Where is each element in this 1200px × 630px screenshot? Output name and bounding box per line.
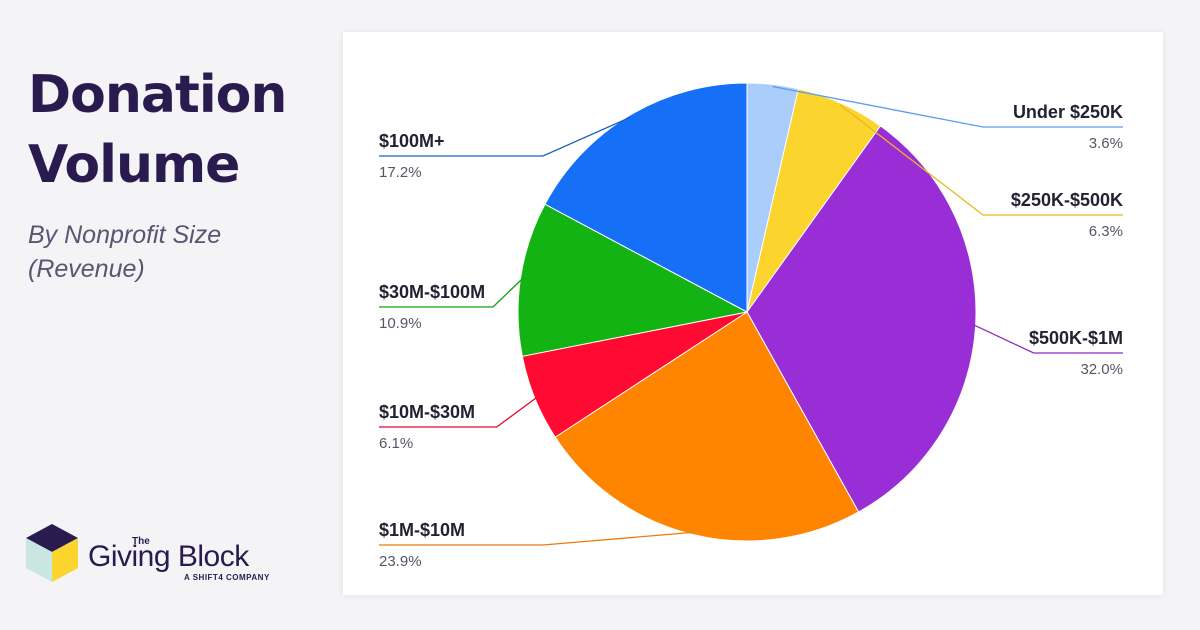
slice-percent-500k-1m: 32.0% [1080, 361, 1123, 378]
giving-block-logo: The Giving Block A SHIFT4 COMPANY [22, 520, 282, 590]
pie-slice-100m [544, 82, 748, 313]
heading-panel: Donation Volume By Nonprofit Size (Reven… [28, 60, 328, 286]
leader-line-under-250k [772, 85, 1123, 128]
logo-name: Giving Block [88, 540, 249, 573]
slice-label-under-250k: Under $250K [1013, 102, 1123, 122]
pie-leader-lines [379, 85, 1123, 546]
slice-label-10m-30m: $10M-$30M [379, 402, 475, 422]
subtitle-line-2: (Revenue) [28, 255, 145, 283]
subtitle-line-1: By Nonprofit Size [28, 221, 222, 249]
slice-percent-250k-500k: 6.3% [1089, 223, 1123, 240]
leader-line-100m [379, 116, 631, 157]
slice-percent-1m-10m: 23.9% [379, 553, 422, 570]
pie-slice-500k-1m [746, 125, 977, 513]
logo-the: The [132, 536, 150, 547]
title-line-2: Volume [28, 135, 240, 195]
pie-slices [517, 82, 977, 542]
cube-logo-icon [26, 524, 78, 582]
pie-slice-1m-10m [554, 311, 860, 542]
pie-slice-30m-100m [517, 203, 749, 357]
title-line-1: Donation [28, 65, 287, 125]
pie-labels: Under $250K 3.6% $250K-$500K 6.3% $500K-$1M 3… [379, 102, 1123, 570]
slice-label-250k-500k: $250K-$500K [1011, 190, 1123, 210]
leader-line-30m-100m [379, 278, 523, 308]
slice-label-1m-10m: $1M-$10M [379, 520, 465, 540]
pie-chart: Under $250K 3.6% $250K-$500K 6.3% $500K-$1M 3… [379, 82, 1123, 570]
leader-line-250k-500k [840, 104, 1123, 216]
leader-line-1m-10m [379, 531, 693, 546]
leader-line-10m-30m [379, 396, 538, 428]
page-title: Donation Volume [28, 60, 328, 200]
slice-label-30m-100m: $30M-$100M [379, 282, 485, 302]
logo-tagline: A SHIFT4 COMPANY [184, 573, 270, 582]
slice-percent-30m-100m: 10.9% [379, 315, 422, 332]
slice-label-500k-1m: $500K-$1M [1029, 328, 1123, 348]
leader-line-500k-1m [973, 324, 1123, 354]
slice-percent-under-250k: 3.6% [1089, 135, 1123, 152]
chart-card: Under $250K 3.6% $250K-$500K 6.3% $500K-$1M 3… [343, 32, 1163, 595]
slice-label-100m: $100M+ [379, 131, 445, 151]
slice-percent-10m-30m: 6.1% [379, 435, 413, 452]
slice-percent-100m: 17.2% [379, 164, 422, 181]
page-subtitle: By Nonprofit Size (Revenue) [28, 218, 278, 286]
